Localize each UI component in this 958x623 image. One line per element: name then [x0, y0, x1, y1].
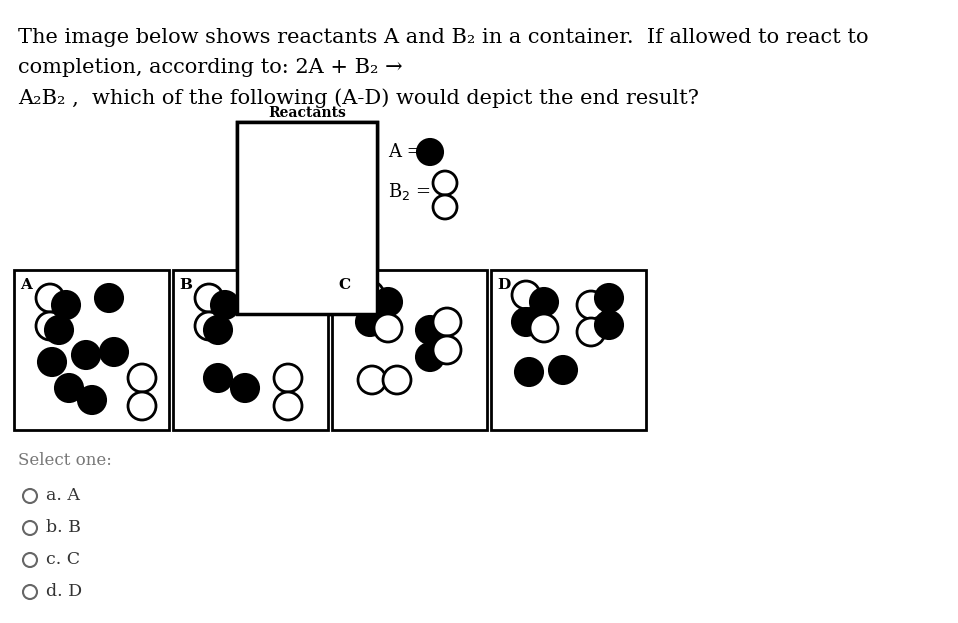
Circle shape: [128, 364, 156, 392]
Circle shape: [416, 316, 444, 344]
Circle shape: [374, 314, 402, 342]
Circle shape: [311, 129, 341, 159]
Circle shape: [247, 284, 275, 312]
Circle shape: [356, 308, 384, 336]
Text: Select one:: Select one:: [18, 452, 112, 469]
Circle shape: [239, 163, 269, 193]
Circle shape: [100, 338, 128, 366]
Text: A₂B₂ ,  which of the following (A-D) would depict the end result?: A₂B₂ , which of the following (A-D) woul…: [18, 88, 699, 108]
Circle shape: [433, 308, 461, 336]
Text: c. C: c. C: [46, 551, 80, 569]
Circle shape: [204, 364, 232, 392]
Bar: [14, 270, 169, 430]
Circle shape: [433, 171, 457, 195]
Text: a. A: a. A: [46, 488, 80, 505]
Circle shape: [290, 165, 320, 195]
Circle shape: [416, 343, 444, 371]
Circle shape: [239, 133, 269, 163]
Text: The image below shows reactants A and B₂ in a container.  If allowed to react to: The image below shows reactants A and B₂…: [18, 28, 869, 47]
Circle shape: [356, 281, 384, 309]
Circle shape: [38, 348, 66, 376]
Circle shape: [383, 366, 411, 394]
Text: completion, according to: 2A + B₂ →: completion, according to: 2A + B₂ →: [18, 58, 402, 77]
Circle shape: [36, 312, 64, 340]
Circle shape: [320, 237, 350, 267]
Circle shape: [211, 291, 239, 319]
Circle shape: [23, 521, 37, 535]
Circle shape: [253, 233, 283, 263]
Circle shape: [282, 131, 312, 161]
Text: B: B: [179, 278, 192, 292]
Circle shape: [23, 585, 37, 599]
Circle shape: [238, 133, 268, 163]
Circle shape: [195, 312, 223, 340]
Circle shape: [287, 231, 317, 261]
Bar: [491, 270, 646, 430]
Circle shape: [45, 316, 73, 344]
Circle shape: [287, 197, 317, 227]
Bar: [237, 122, 377, 314]
Circle shape: [23, 553, 37, 567]
Text: d. D: d. D: [46, 584, 82, 601]
Circle shape: [271, 284, 299, 312]
Circle shape: [577, 318, 605, 346]
Text: A =: A =: [388, 143, 422, 161]
Text: b. B: b. B: [46, 520, 80, 536]
Text: Reactants: Reactants: [268, 106, 346, 120]
Circle shape: [78, 386, 106, 414]
Circle shape: [530, 314, 558, 342]
Circle shape: [595, 311, 623, 339]
Circle shape: [512, 308, 540, 336]
Circle shape: [595, 284, 623, 312]
Circle shape: [337, 133, 367, 163]
Circle shape: [23, 489, 37, 503]
Bar: [332, 270, 487, 430]
Circle shape: [128, 392, 156, 420]
Circle shape: [315, 237, 345, 267]
Circle shape: [251, 200, 281, 230]
Circle shape: [274, 392, 302, 420]
Circle shape: [320, 265, 350, 295]
Circle shape: [204, 316, 232, 344]
Circle shape: [195, 284, 223, 312]
Circle shape: [433, 336, 461, 364]
Circle shape: [52, 291, 80, 319]
Circle shape: [55, 374, 83, 402]
Bar: [237, 122, 377, 314]
Circle shape: [549, 356, 577, 384]
Circle shape: [95, 284, 123, 312]
Circle shape: [238, 163, 268, 193]
Circle shape: [530, 288, 558, 316]
Text: D: D: [497, 278, 511, 292]
Text: A: A: [20, 278, 32, 292]
Circle shape: [374, 288, 402, 316]
Circle shape: [512, 281, 540, 309]
Circle shape: [358, 366, 386, 394]
Circle shape: [577, 291, 605, 319]
Text: C: C: [338, 278, 350, 292]
Circle shape: [340, 255, 370, 285]
Circle shape: [274, 364, 302, 392]
Circle shape: [417, 139, 443, 165]
Circle shape: [36, 284, 64, 312]
Circle shape: [231, 374, 259, 402]
Text: B$_2$ =: B$_2$ =: [388, 181, 431, 202]
Bar: [173, 270, 328, 430]
Circle shape: [72, 341, 100, 369]
Circle shape: [433, 195, 457, 219]
Circle shape: [515, 358, 543, 386]
Circle shape: [315, 267, 345, 297]
